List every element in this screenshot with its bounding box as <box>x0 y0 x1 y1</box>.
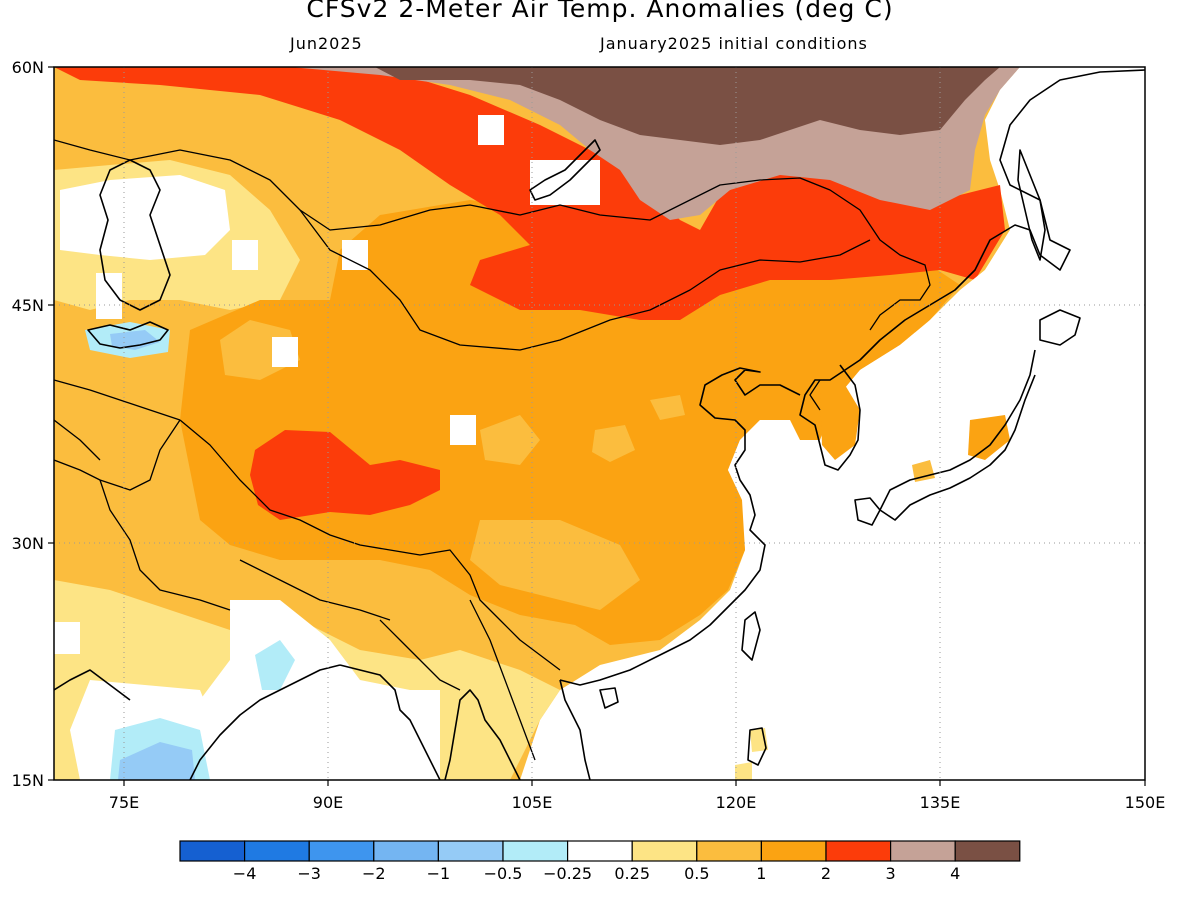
anomaly-region-brown-north <box>375 67 1000 145</box>
colorbar-swatch <box>825 840 892 862</box>
colorbar-swatch <box>502 840 569 862</box>
longitude-labels: 75E 90E 105E 120E 135E 150E <box>109 793 1166 812</box>
country-borders <box>54 139 931 761</box>
anomaly-region-red-tibet <box>250 430 440 520</box>
anomaly-region-white-india <box>190 600 440 780</box>
anomaly-map <box>54 67 1145 780</box>
anomaly-region-blue-south <box>118 742 195 780</box>
colorbar-swatch <box>954 840 1021 862</box>
lon-label-120e: 120E <box>716 793 757 812</box>
anomaly-region-lightblue-india <box>255 640 295 690</box>
anomaly-region-white-caspian <box>60 175 230 260</box>
colorbar-tick-label: 1 <box>756 864 766 883</box>
anomaly-region-orange <box>180 200 960 645</box>
colorbar-tick-label: 0.25 <box>614 864 650 883</box>
map-title: CFSv2 2-Meter Air Temp. Anomalies (deg C… <box>306 0 894 23</box>
anomaly-region-orange-japan <box>968 415 1010 460</box>
colorbar-tick-label: 0.5 <box>684 864 709 883</box>
lon-label-90e: 90E <box>313 793 343 812</box>
lon-label-135e: 135E <box>920 793 961 812</box>
anomaly-region-red-north <box>54 67 1005 320</box>
coastlines <box>54 69 1145 780</box>
lat-label-60n: 60N <box>12 58 44 77</box>
lon-label-75e: 75E <box>109 793 139 812</box>
anomaly-region-blue-kazakh <box>110 330 160 350</box>
anomaly-region-orange-japan2 <box>912 460 935 482</box>
valid-month-label: Jun2025 <box>290 34 363 53</box>
colorbar-tick-label: −0.25 <box>543 864 592 883</box>
colorbar-tick-label: −1 <box>427 864 451 883</box>
colorbar-tick-label: 4 <box>950 864 960 883</box>
map-frame <box>53 66 1146 781</box>
anomaly-region-lightorange-lobe3 <box>592 425 635 462</box>
colorbar-tick-label: 3 <box>886 864 896 883</box>
colorbar-tick-label: −3 <box>297 864 321 883</box>
colorbar-swatch <box>437 840 504 862</box>
lon-label-150e: 150E <box>1125 793 1166 812</box>
colorbar-swatch <box>373 840 439 862</box>
colorbar-swatch <box>696 840 762 862</box>
latitude-labels: 60N 45N 30N 15N <box>12 58 44 790</box>
anomaly-region-lightorange-lobe2 <box>480 415 540 465</box>
colorbar-swatch <box>566 840 633 862</box>
lon-label-105e: 105E <box>512 793 553 812</box>
colorbar-tick-label: 2 <box>821 864 831 883</box>
colorbar-tick-label: −0.5 <box>484 864 523 883</box>
lat-label-45n: 45N <box>12 296 44 315</box>
lat-label-15n: 15N <box>12 771 44 790</box>
colorbar-swatch <box>760 840 827 862</box>
colorbar-tick-label: −2 <box>362 864 386 883</box>
anomaly-region-lightorange-lobe5 <box>470 520 640 610</box>
graticule <box>54 67 1145 780</box>
colorbar: −4 −3 −2 −1 −0.5 −0.25 0.25 0.5 1 2 3 4 <box>179 840 1021 883</box>
lat-label-30n: 30N <box>12 534 44 553</box>
anomaly-region-lightorange-lobe4 <box>650 395 685 420</box>
initial-conditions-label: January2025 initial conditions <box>600 34 868 53</box>
colorbar-swatch <box>631 840 698 862</box>
anomaly-region-yellow-luzon <box>735 762 752 780</box>
axis-ticks <box>48 66 1146 786</box>
colorbar-swatch <box>244 840 310 862</box>
colorbar-swatch <box>308 840 375 862</box>
colorbar-swatch <box>179 840 246 862</box>
colorbar-tick-label: −4 <box>233 864 257 883</box>
anomaly-region-orange-korea <box>820 385 860 460</box>
colorbar-swatch <box>889 840 956 862</box>
